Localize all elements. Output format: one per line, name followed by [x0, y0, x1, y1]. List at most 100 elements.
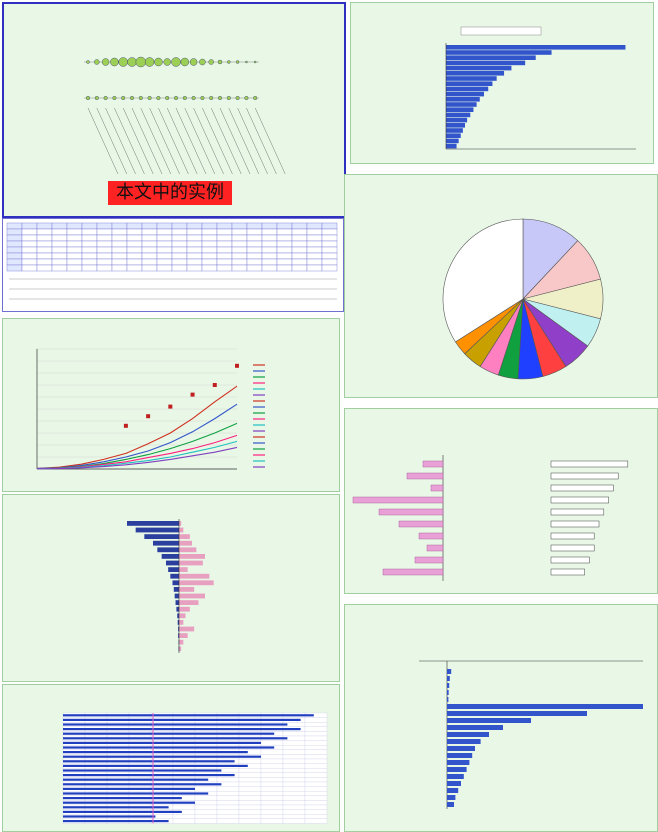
matrix-cell	[282, 818, 306, 824]
table-cell	[216, 234, 233, 242]
table-cell	[66, 258, 83, 266]
matrix-cell	[238, 800, 262, 806]
bubble-mark	[165, 95, 170, 100]
timeline-bar	[63, 806, 169, 809]
matrix-cell	[238, 809, 262, 815]
matrix-cell	[172, 814, 196, 819]
bubble-axis-tick	[158, 107, 189, 175]
compare-left-bar	[177, 613, 179, 619]
bubble-mark	[245, 60, 248, 64]
matrix-cell	[282, 758, 306, 764]
table-cell	[321, 252, 338, 260]
compare-right-bar	[179, 580, 214, 586]
table-cell	[111, 252, 128, 260]
table-cell	[21, 222, 38, 230]
matrix-cell	[216, 804, 240, 810]
table-cell	[126, 240, 143, 248]
ranking-bar	[446, 71, 505, 76]
matrix-cell	[238, 758, 262, 764]
matrix-cell	[282, 791, 306, 796]
timeline-bar	[63, 741, 261, 744]
compare-left-bar	[172, 580, 179, 586]
matrix-cell	[238, 768, 262, 773]
matrix-cell	[260, 758, 284, 764]
table-cell	[36, 252, 53, 260]
table-cell	[51, 228, 68, 236]
matrix-cell	[194, 804, 218, 810]
compare-right-bar	[179, 540, 192, 546]
table-cell	[21, 252, 38, 260]
matrix-cell	[216, 814, 240, 819]
timeline-bar	[63, 787, 195, 790]
matrix-cell	[260, 777, 284, 783]
table-cell	[261, 228, 278, 236]
growth-bar	[447, 760, 470, 765]
ranking-bar	[446, 117, 468, 123]
table-cell	[66, 228, 83, 236]
table-cell	[306, 264, 323, 272]
table-cell	[51, 246, 68, 254]
table-cell	[81, 246, 98, 254]
data-table-grid	[6, 222, 338, 300]
compare-right-bar	[179, 606, 190, 612]
table-cell	[261, 258, 278, 266]
matrix-cell	[304, 731, 328, 737]
timeline-bar	[63, 801, 195, 804]
table-cell	[81, 228, 98, 236]
growth-bar	[447, 739, 481, 744]
table-cell	[21, 258, 38, 266]
table-cell	[186, 222, 203, 230]
div-left-bar	[352, 496, 444, 504]
matrix-cell	[304, 791, 328, 796]
table-cell	[231, 222, 248, 230]
table-cell	[186, 258, 203, 266]
ranking-bar	[446, 107, 474, 112]
matrix-cell	[304, 804, 328, 810]
table-cell	[6, 252, 23, 260]
table-cell	[66, 252, 83, 260]
time-series-svg	[36, 348, 265, 470]
table-cell	[126, 222, 143, 230]
matrix-cell	[304, 763, 328, 769]
growth-bar	[447, 767, 467, 772]
pie-slice	[442, 218, 524, 343]
div-left-bar	[426, 544, 444, 552]
table-cell	[111, 228, 128, 236]
ranking-bar	[446, 81, 493, 86]
div-left-bar	[406, 472, 444, 480]
table-cell	[291, 234, 308, 242]
table-cell	[321, 228, 338, 236]
ranking-bar	[446, 128, 463, 133]
table-cell	[291, 222, 308, 230]
matrix-cell	[238, 804, 262, 810]
div-right-bar	[550, 460, 629, 468]
table-cell	[216, 252, 233, 260]
matrix-cell	[304, 726, 328, 732]
bubble-mark	[209, 95, 214, 100]
table-cell	[306, 228, 323, 236]
div-left-bar	[414, 556, 444, 564]
matrix-cell	[304, 809, 328, 815]
bubble-mark	[135, 56, 147, 68]
table-cell	[141, 252, 158, 260]
table-cell	[141, 264, 158, 272]
series-line	[36, 385, 238, 469]
matrix-cell	[238, 772, 262, 778]
ranking-bar	[446, 50, 552, 55]
table-cell	[126, 234, 143, 242]
table-cell	[246, 234, 263, 242]
compare-svg	[127, 519, 214, 653]
timeline-bar	[63, 769, 222, 772]
matrix-cell	[238, 795, 262, 801]
bubble-mark	[253, 95, 258, 100]
table-cell	[156, 258, 173, 266]
table-cell	[81, 252, 98, 260]
bubble-mark	[112, 95, 117, 100]
growth-bar	[447, 711, 587, 716]
matrix-cell	[260, 791, 284, 796]
bubble-mark	[182, 95, 187, 100]
bubble-mark	[118, 57, 128, 67]
div-right-bar	[550, 496, 609, 504]
matrix-cell	[260, 768, 284, 773]
timeline-bar	[63, 714, 314, 717]
